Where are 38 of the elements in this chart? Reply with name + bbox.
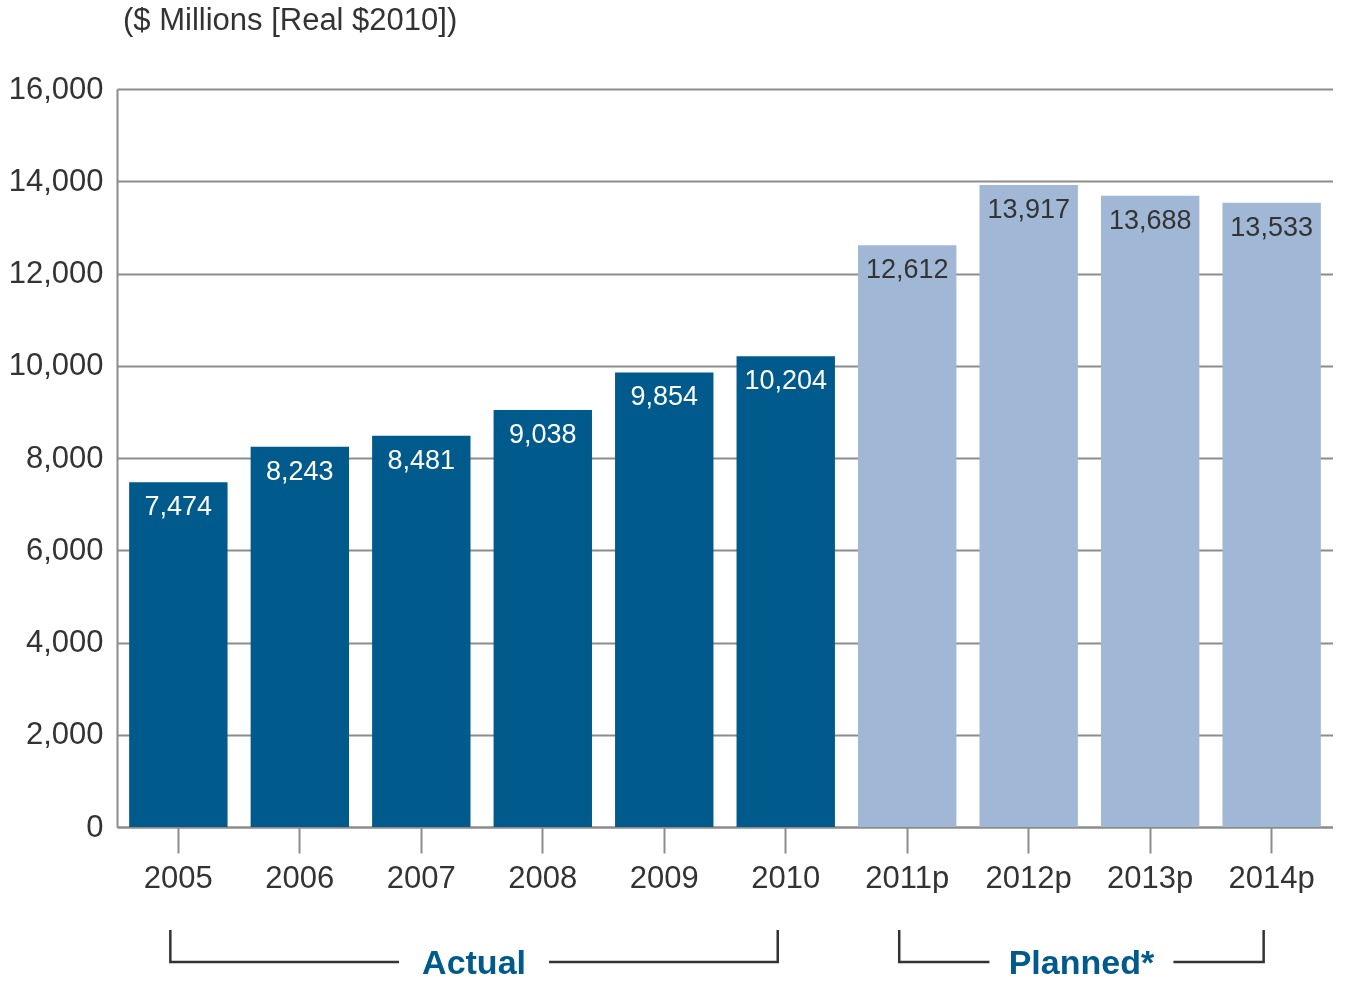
y-tick-label: 14,000 — [8, 162, 104, 198]
data-label: 8,481 — [387, 444, 456, 475]
bar — [615, 372, 714, 827]
data-label: 7,474 — [144, 491, 213, 522]
x-tick-label: 2010 — [751, 859, 821, 895]
bar — [372, 435, 471, 827]
y-tick-label: 12,000 — [8, 255, 104, 290]
bar — [250, 446, 350, 827]
y-tick-label: 0 — [86, 808, 104, 844]
data-label: 8,243 — [266, 455, 334, 486]
bar — [736, 356, 835, 827]
data-label: 12,612 — [865, 254, 949, 285]
y-tick-label: 10,000 — [8, 347, 104, 383]
y-tick-label: 4,000 — [25, 624, 104, 659]
bar — [1100, 195, 1200, 827]
bar — [979, 185, 1078, 827]
x-tick-label: 2009 — [629, 859, 699, 895]
bar — [493, 410, 592, 827]
x-tick-label: 2005 — [143, 859, 213, 895]
data-label: 13,917 — [987, 194, 1070, 225]
data-label: 13,533 — [1230, 211, 1313, 242]
text: Planned* — [1008, 943, 1155, 981]
chart-title: ($ Millions [Real $2010]) — [123, 2, 458, 37]
bar — [1222, 202, 1321, 827]
x-tick-label: 2008 — [508, 859, 578, 895]
y-tick-label: 2,000 — [25, 716, 104, 752]
bar — [858, 245, 957, 827]
y-tick-label: 8,000 — [25, 439, 104, 475]
x-tick-label: 2007 — [386, 859, 456, 895]
y-tick-label: 6,000 — [25, 531, 104, 567]
data-label: 13,688 — [1108, 204, 1192, 235]
bar — [129, 482, 228, 827]
data-label: 9,854 — [630, 381, 699, 412]
data-label: 9,038 — [508, 419, 577, 450]
data-label: 10,204 — [744, 365, 828, 396]
text: Actual — [422, 943, 526, 981]
x-tick-label: 2006 — [265, 859, 335, 895]
y-tick-label: 16,000 — [8, 70, 104, 106]
